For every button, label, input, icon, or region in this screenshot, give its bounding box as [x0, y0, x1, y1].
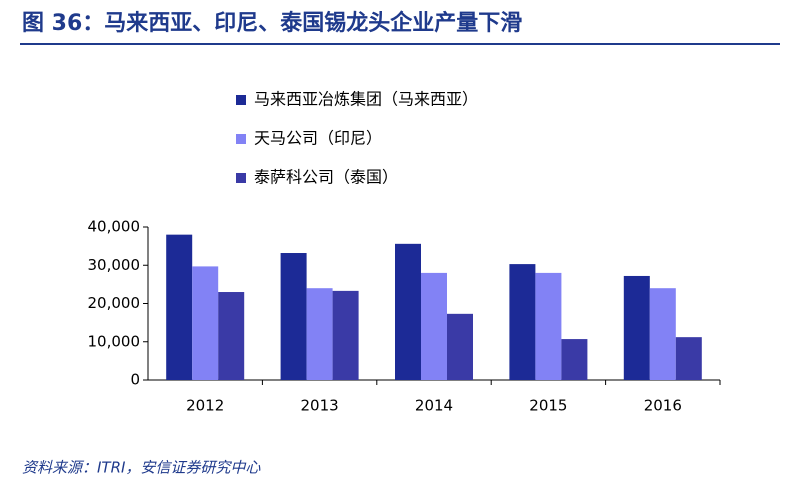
legend-swatch [236, 134, 246, 144]
legend-label: 天马公司（印尼） [254, 129, 382, 148]
x-tick-label: 2014 [415, 397, 453, 415]
legend-label: 泰萨科公司（泰国） [254, 168, 398, 187]
bar [192, 266, 219, 380]
chart-title: 图 36：马来西亚、印尼、泰国锡龙头企业产量下滑 [22, 10, 522, 36]
bar [623, 275, 650, 380]
bar [218, 292, 245, 380]
bar [535, 272, 562, 380]
bar [332, 290, 359, 380]
bar [306, 288, 333, 380]
bar [280, 253, 307, 380]
x-tick-label: 2016 [644, 397, 682, 415]
bar [166, 234, 193, 380]
source-note: 资料来源：ITRI，安信证券研究中心 [22, 459, 261, 477]
y-tick-label: 0 [130, 371, 140, 389]
legend-label: 马来西亚冶炼集团（马来西亚） [254, 90, 478, 109]
x-tick-label: 2015 [529, 397, 567, 415]
bar [509, 264, 536, 380]
bar [421, 272, 447, 380]
bar [447, 313, 473, 380]
bar [395, 243, 421, 380]
x-tick-label: 2012 [186, 397, 224, 415]
legend-swatch [236, 95, 246, 105]
y-tick-label: 20,000 [88, 294, 141, 312]
bar [561, 339, 588, 380]
y-tick-label: 40,000 [88, 218, 141, 236]
y-tick-label: 10,000 [88, 332, 141, 350]
y-tick-label: 30,000 [88, 256, 141, 274]
legend-swatch [236, 173, 246, 183]
bar [649, 288, 676, 380]
x-tick-label: 2013 [301, 397, 339, 415]
bar [675, 337, 702, 380]
